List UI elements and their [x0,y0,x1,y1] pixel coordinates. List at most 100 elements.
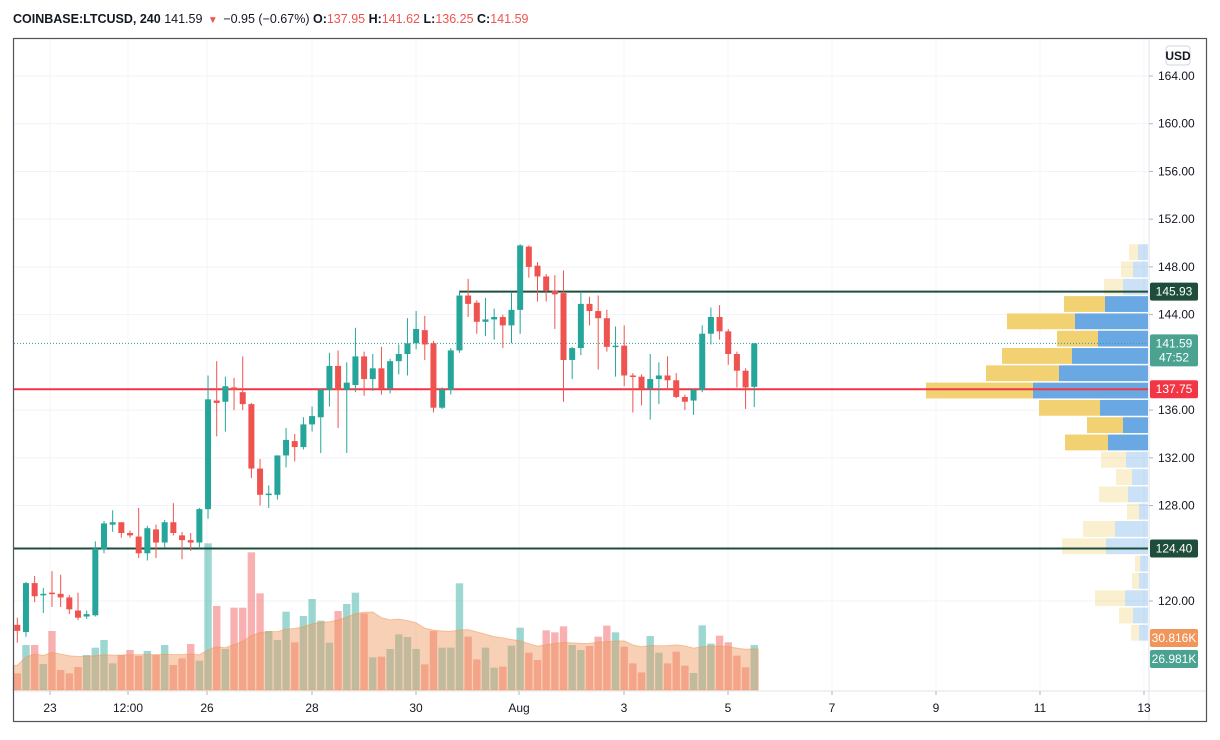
candle [707,307,714,345]
low-label: L: [423,12,436,26]
candle-body [170,522,177,533]
profile-down-bar [1101,451,1126,468]
volume-bar [568,645,576,690]
candle-body [309,416,316,425]
volume-bar [187,644,195,690]
volume-bar [273,640,282,690]
candle-body [673,380,680,397]
symbol-name[interactable]: COINBASE:LTCUSD, 240 [13,12,161,26]
time-tick-label: Aug [508,701,529,715]
candle-body [508,309,515,326]
candle [196,507,203,549]
candle [751,343,758,408]
candle [465,278,472,318]
support-mid-badge [1150,380,1198,399]
volume-bar [715,635,724,690]
volume-bar [377,656,386,690]
volume-ma-area [12,611,759,691]
volume-bar [707,643,715,690]
chart-frame [12,37,1208,723]
candle-body [213,400,220,403]
time-axis[interactable]: 23 12:00 26 28 30 Aug 3 5 7 9 11 13 [43,691,1151,715]
candle-body [586,303,593,312]
candle [352,327,359,393]
price-tick-label: 164.00 [1158,69,1195,83]
volume-bar [221,649,230,690]
volume-bar [195,660,204,690]
candle [421,315,428,360]
candle-body [187,540,194,543]
volume-bar [178,658,186,690]
time-tick-label: 28 [305,701,319,715]
candle-body [257,468,264,495]
symbol-legend: COINBASE:LTCUSD, 240 141.59 ▼ −0.95 (−0.… [13,12,528,26]
candle-body [534,265,541,277]
candle [326,352,333,407]
candle-body [83,614,90,617]
candle-body [118,522,125,533]
volume-bar [308,599,316,690]
candle-body [655,375,662,380]
candle-body [577,303,584,349]
candle [525,245,532,278]
candle-body [525,246,532,267]
grid [14,39,1148,690]
candle [430,340,437,413]
candle [48,571,55,607]
profile-down-bar [1129,244,1138,261]
volume-bar [403,637,412,690]
volume-bar [48,631,56,690]
currency-button[interactable] [1165,45,1191,66]
candle [456,290,463,353]
volume-bar [663,663,672,690]
volume-bar [629,663,637,690]
profile-up-bar [1123,417,1148,434]
price-axis[interactable]: USD 164.00 160.00 156.00 152.00 148.00 144.00… [1149,45,1195,608]
price-tick-label: 132.00 [1158,451,1195,465]
profile-up-bar [1126,451,1148,468]
volume-bar [698,625,706,690]
candle [577,291,584,356]
candle [369,354,376,391]
price-tick-label: 144.00 [1158,308,1195,322]
volume-bar [152,655,160,690]
candle-body [629,375,636,377]
profile-down-bar [986,365,1059,382]
candle-body [196,509,203,543]
candle-body [707,317,714,334]
profile-down-bar [1064,296,1105,312]
candle [543,274,550,302]
candle [283,427,290,468]
volume-bar [611,632,620,690]
candle-body [283,439,290,456]
volume-bar [655,652,663,690]
candle-body [161,522,168,543]
volume-bar [291,642,299,690]
price-tick-label: 120.00 [1158,594,1195,608]
volume-bar [481,647,490,690]
price-tick-label: 128.00 [1158,499,1195,513]
candle [101,521,107,554]
candle-body [101,523,107,550]
candle-body [395,354,402,362]
profile-up-bar [1139,572,1148,589]
candle [231,377,238,411]
volume-bar [559,626,568,690]
candle-body [153,529,160,543]
last-price-badge-text: 47:52 [1159,350,1189,364]
candle-body [543,276,550,291]
time-tick-label: 13 [1137,701,1151,715]
candle [213,361,220,437]
candle [638,374,645,406]
volume-bar [412,649,420,690]
candle-body [127,532,134,536]
volume-bar [620,646,628,690]
candle [274,455,281,500]
candle-body [74,610,81,618]
candle-body [231,387,238,390]
candle-body [491,317,498,320]
price-tick-label: 156.00 [1158,164,1195,178]
candle-body [222,386,229,402]
